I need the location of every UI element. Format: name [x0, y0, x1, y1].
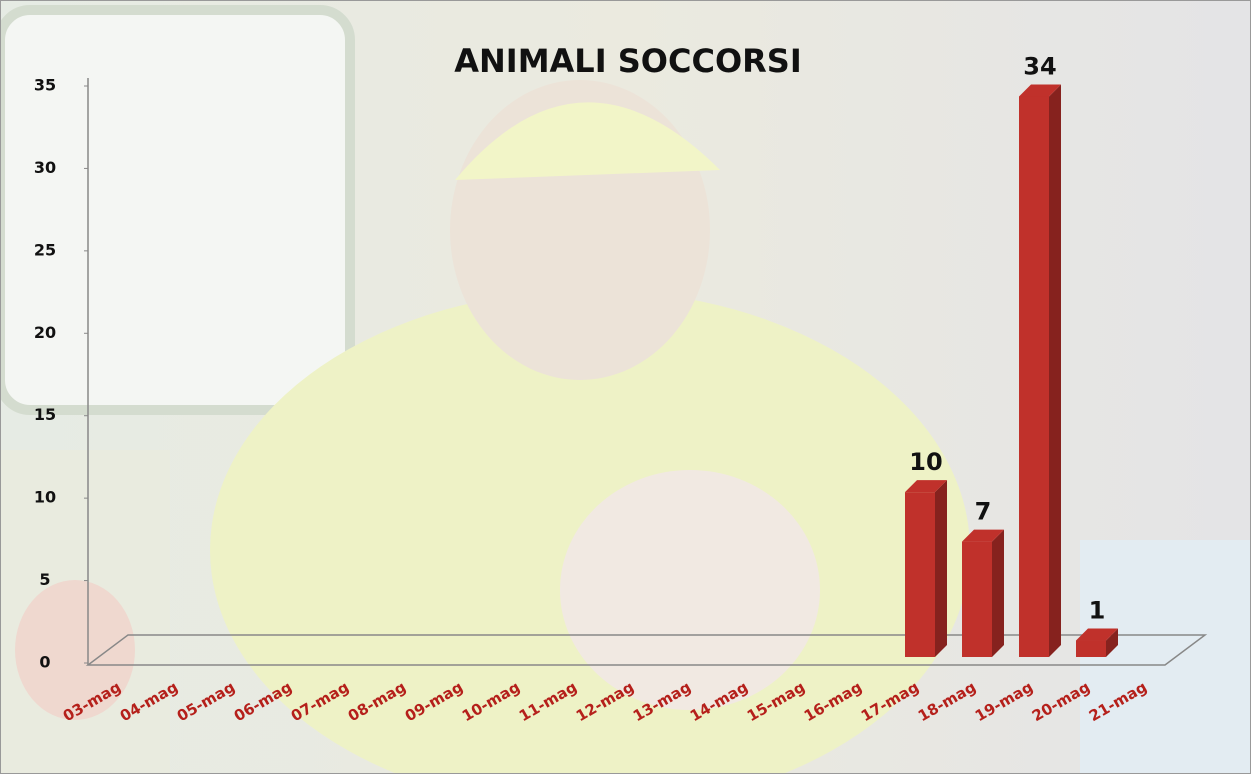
y-tick-label: 35	[34, 76, 56, 95]
bar	[905, 480, 947, 657]
y-tick-label: 10	[34, 488, 56, 507]
y-tick-label: 0	[39, 653, 50, 672]
y-tick-label: 15	[34, 405, 56, 424]
y-tick-label: 5	[39, 570, 50, 589]
chart-title: ANIMALI SOCCORSI	[454, 42, 802, 80]
y-tick-label: 25	[34, 240, 56, 259]
data-label: 10	[909, 448, 942, 476]
bar	[1076, 628, 1118, 657]
data-label: 7	[975, 498, 992, 526]
bar	[1019, 84, 1061, 657]
floor	[85, 634, 1208, 666]
bar	[962, 529, 1004, 657]
data-label: 34	[1023, 52, 1056, 80]
data-label: 1	[1089, 597, 1106, 625]
y-tick-label: 20	[34, 323, 56, 342]
y-tick-label: 30	[34, 158, 56, 177]
